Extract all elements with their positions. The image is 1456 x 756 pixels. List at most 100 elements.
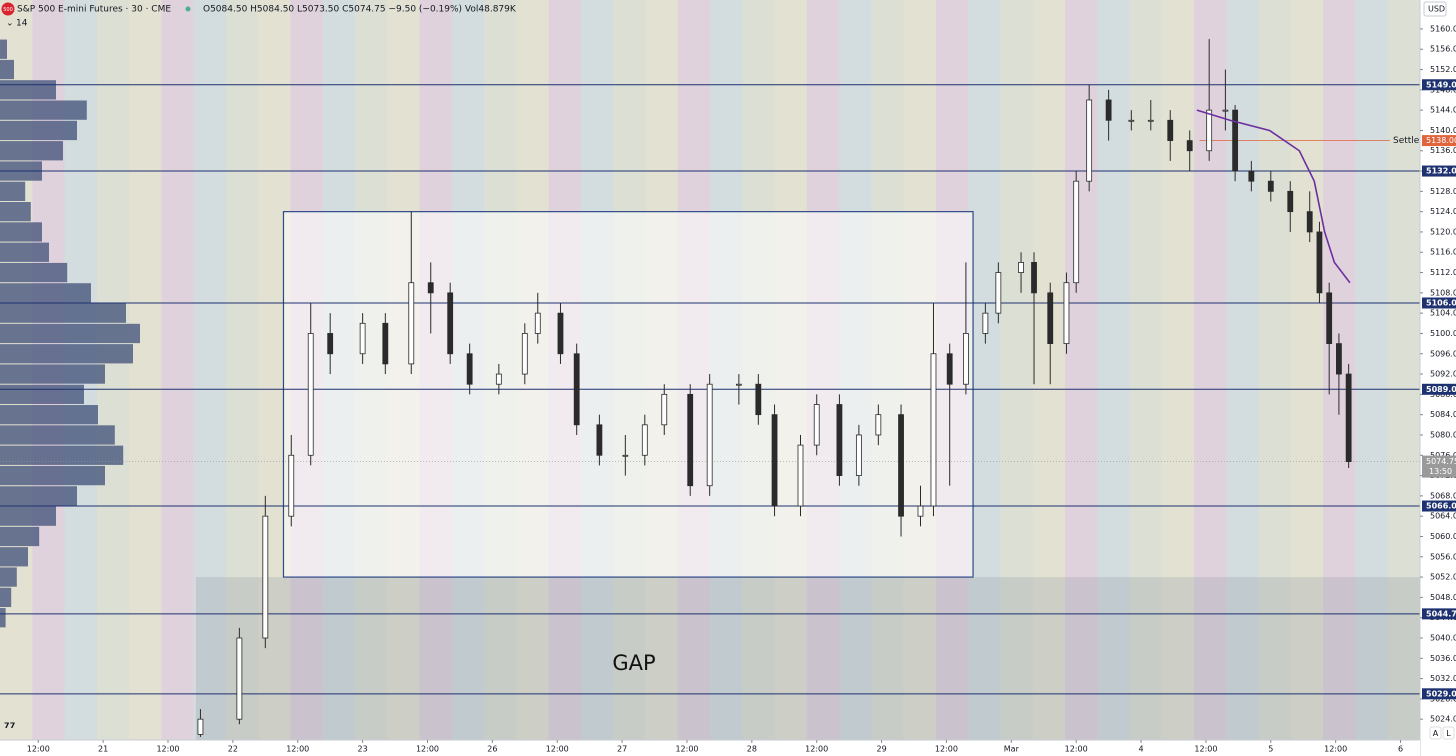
- candle-body: [1167, 119, 1174, 141]
- candle-body: [855, 434, 862, 476]
- x-tick-label: 12:00: [286, 745, 309, 754]
- volume-profile-bar: [0, 80, 56, 100]
- candle-body: [1063, 282, 1070, 345]
- volume-profile-bar: [0, 425, 115, 445]
- volume-profile-bar: [0, 323, 140, 344]
- level-tag: [1422, 165, 1456, 177]
- level-tag-label: 5132.00: [1426, 167, 1456, 176]
- session-stripe: [161, 0, 195, 740]
- candle-body: [813, 404, 820, 446]
- candle-body: [963, 333, 969, 385]
- session-stripe: [1258, 0, 1292, 740]
- candle-body: [797, 444, 804, 507]
- gap-label: GAP: [612, 651, 655, 675]
- last-price-label: 5074.75: [1426, 457, 1456, 466]
- candle-body: [262, 515, 269, 639]
- candle-body: [995, 272, 1002, 314]
- scale-button-label[interactable]: A: [1433, 729, 1439, 738]
- candle-body: [836, 404, 843, 476]
- y-tick-label: 5060.00: [1430, 532, 1456, 541]
- candle-body: [1232, 109, 1239, 172]
- candle-body: [236, 637, 243, 720]
- volume-profile-bar: [0, 181, 26, 201]
- candle-body: [1105, 99, 1112, 121]
- volume-profile-bar: [0, 262, 68, 283]
- gap-zone: [195, 577, 1421, 740]
- logo-text: 500: [3, 7, 13, 13]
- y-tick-label: 5024.00: [1430, 715, 1456, 724]
- level-tag: [1422, 79, 1456, 91]
- x-tick-label: 12:00: [546, 745, 569, 754]
- candle-body: [917, 505, 924, 517]
- settle-tag: [1422, 135, 1456, 147]
- x-tick-label: 27: [617, 745, 627, 754]
- scale-button-label[interactable]: L: [1446, 729, 1451, 738]
- indicator-count[interactable]: 14: [16, 19, 28, 29]
- volume-profile-bar: [0, 587, 12, 608]
- candle-body: [1248, 170, 1255, 182]
- session-stripe: [1129, 0, 1163, 740]
- y-tick-label: 5140.00: [1430, 126, 1456, 135]
- volume-profile-bar: [0, 141, 63, 161]
- volume-profile-bar: [0, 405, 98, 425]
- settle-tag-label: 5138.00: [1426, 136, 1456, 145]
- session-stripe: [1097, 0, 1131, 740]
- status-dot: [185, 6, 191, 12]
- volume-profile-bar: [0, 201, 31, 222]
- volume-profile-bar: [0, 567, 17, 587]
- session-stripe: [1032, 0, 1066, 740]
- y-tick-label: 5084.00: [1430, 410, 1456, 419]
- volume-profile-bar: [0, 100, 87, 120]
- volume-profile-bar: [0, 344, 133, 364]
- level-tag-label: 5149.00: [1426, 80, 1456, 89]
- y-tick-label: 5040.00: [1430, 633, 1456, 642]
- x-tick-label: 12:00: [27, 745, 50, 754]
- candle-body: [359, 322, 366, 355]
- candle-body: [1128, 119, 1135, 122]
- scale-button[interactable]: [1442, 726, 1455, 740]
- session-stripe: [225, 0, 259, 740]
- indicator-toggle[interactable]: ⌄: [6, 19, 14, 29]
- candle-body: [427, 282, 434, 294]
- session-stripe: [1161, 0, 1195, 740]
- y-tick-label: 5156.00: [1430, 45, 1456, 54]
- y-tick-label: 5160.00: [1430, 24, 1456, 33]
- candle-body: [1206, 109, 1213, 152]
- level-tag: [1422, 383, 1456, 395]
- time-axis: [0, 740, 1420, 756]
- currency-label: USD: [1428, 5, 1445, 14]
- candle-body: [1316, 231, 1323, 294]
- volume-profile-bar: [0, 222, 42, 242]
- candle-body: [573, 353, 580, 426]
- candle-body: [1047, 292, 1054, 345]
- x-tick-label: 22: [228, 745, 238, 754]
- y-tick-label: 5128.00: [1430, 187, 1456, 196]
- x-tick-label: 21: [98, 745, 108, 754]
- chart-title: S&P 500 E-mini Futures · 30 · CME: [17, 5, 171, 15]
- y-tick-label: 5104.00: [1430, 309, 1456, 318]
- volume-profile-bar: [0, 445, 124, 465]
- y-tick-label: 5144.00: [1430, 106, 1456, 115]
- candle-body: [1018, 262, 1024, 273]
- candle-body: [735, 383, 742, 386]
- level-tag-label: 5089.00: [1426, 385, 1456, 394]
- brand-logo: ⁷⁷: [4, 722, 15, 737]
- x-tick-label: 6: [1398, 745, 1403, 754]
- y-tick-label: 5112.00: [1430, 268, 1456, 277]
- x-tick-label: 12:00: [416, 745, 439, 754]
- y-tick-label: 5068.00: [1430, 491, 1456, 500]
- scale-button[interactable]: [1429, 726, 1442, 740]
- candle-body: [382, 322, 389, 365]
- x-tick-label: 29: [876, 745, 886, 754]
- candle-body: [1287, 190, 1294, 213]
- candle-body: [495, 373, 502, 385]
- candle-body: [408, 282, 415, 365]
- candle-body: [1345, 373, 1352, 463]
- x-tick-label: Mar: [1004, 745, 1020, 754]
- candle-body: [1267, 180, 1274, 192]
- ohlc-text: O5084.50 H5084.50 L5073.50 C5074.75 −9.5…: [203, 5, 517, 15]
- level-tag-label: 5106.00: [1426, 299, 1456, 308]
- candle-body: [1326, 292, 1333, 345]
- y-tick-label: 5096.00: [1430, 349, 1456, 358]
